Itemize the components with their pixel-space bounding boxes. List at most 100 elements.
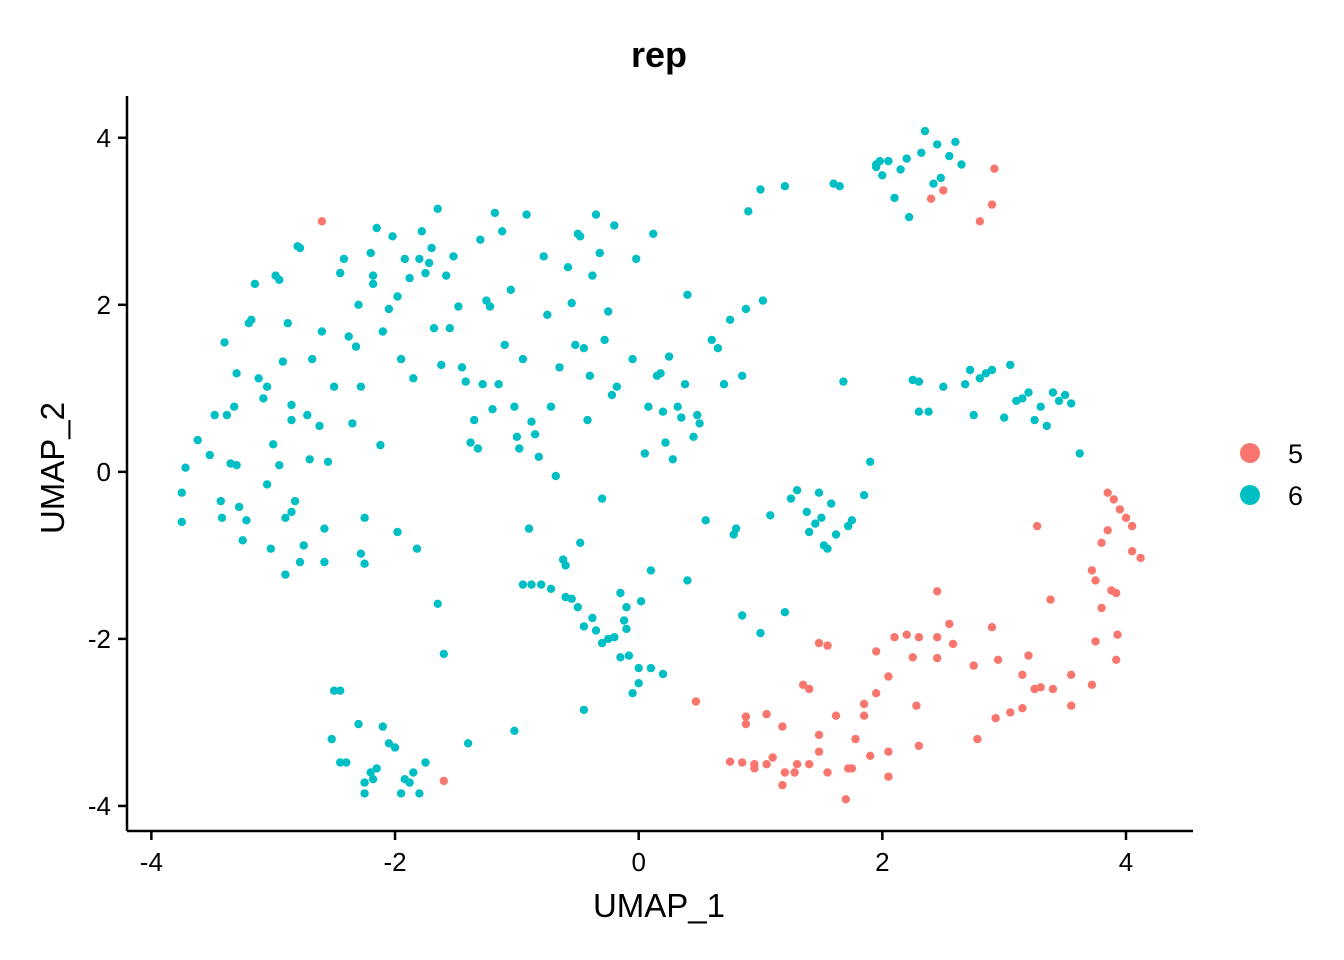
data-point-series-6 xyxy=(454,302,463,311)
data-point-series-6 xyxy=(281,570,290,579)
data-point-series-6 xyxy=(904,212,914,222)
data-point-series-6 xyxy=(278,357,288,366)
data-point-series-6 xyxy=(835,182,844,191)
data-point-series-6 xyxy=(612,382,621,391)
data-point-series-6 xyxy=(250,279,260,289)
data-point-series-5 xyxy=(1018,704,1027,713)
data-point-series-6 xyxy=(360,513,369,522)
data-point-series-6 xyxy=(884,156,893,166)
data-point-series-5 xyxy=(691,697,701,706)
data-point-series-6 xyxy=(348,419,357,428)
data-point-series-6 xyxy=(488,405,497,414)
data-point-series-6 xyxy=(329,686,339,695)
data-point-series-6 xyxy=(677,413,686,422)
data-point-series-6 xyxy=(756,628,765,638)
data-point-series-6 xyxy=(896,165,905,174)
data-point-series-6 xyxy=(579,622,589,631)
data-point-series-5 xyxy=(945,619,954,629)
data-point-series-5 xyxy=(1109,495,1119,504)
data-point-series-6 xyxy=(259,394,268,403)
data-point-series-6 xyxy=(461,377,470,386)
data-point-series-6 xyxy=(646,663,656,673)
data-point-series-6 xyxy=(424,258,434,268)
data-point-series-6 xyxy=(506,285,515,294)
data-point-series-5 xyxy=(439,776,448,786)
data-point-series-6 xyxy=(607,390,617,400)
data-point-series-6 xyxy=(299,541,308,550)
data-point-series-6 xyxy=(177,488,186,497)
data-point-series-5 xyxy=(814,638,824,648)
data-point-series-5 xyxy=(1024,651,1033,660)
data-point-series-6 xyxy=(433,204,442,213)
data-point-series-6 xyxy=(610,221,619,230)
data-point-series-5 xyxy=(912,701,921,710)
data-point-series-6 xyxy=(914,377,924,386)
data-point-series-6 xyxy=(336,686,345,695)
data-point-series-5 xyxy=(990,164,999,173)
data-point-series-5 xyxy=(831,711,841,720)
data-point-series-6 xyxy=(287,507,296,517)
data-point-series-5 xyxy=(1018,670,1027,679)
data-point-series-5 xyxy=(841,795,850,804)
data-point-series-6 xyxy=(632,254,641,264)
data-point-series-6 xyxy=(405,778,414,787)
data-point-series-5 xyxy=(993,655,1003,664)
data-point-series-6 xyxy=(917,148,926,157)
data-point-series-6 xyxy=(281,513,290,522)
data-point-series-5 xyxy=(939,186,948,195)
data-point-series-6 xyxy=(393,527,402,537)
data-point-series-5 xyxy=(1048,684,1058,694)
data-point-series-6 xyxy=(378,327,387,336)
data-point-series-6 xyxy=(524,524,534,533)
data-point-series-6 xyxy=(668,455,677,464)
data-point-series-5 xyxy=(1067,701,1076,710)
data-point-series-5 xyxy=(317,217,327,226)
legend: 56 xyxy=(1240,439,1303,511)
data-point-series-6 xyxy=(622,624,631,634)
data-point-series-5 xyxy=(933,587,942,596)
data-point-series-6 xyxy=(485,302,495,311)
data-point-series-6 xyxy=(658,407,668,416)
data-point-series-6 xyxy=(527,417,536,426)
data-point-series-6 xyxy=(522,210,531,219)
data-point-series-6 xyxy=(463,739,473,748)
data-point-series-6 xyxy=(546,584,556,593)
data-point-series-6 xyxy=(914,407,924,416)
data-point-series-6 xyxy=(266,544,275,553)
data-point-series-6 xyxy=(649,229,658,238)
data-point-series-5 xyxy=(1115,505,1125,514)
data-point-series-5 xyxy=(790,768,799,777)
data-point-series-6 xyxy=(683,290,692,299)
data-point-series-6 xyxy=(372,764,381,773)
data-point-series-6 xyxy=(597,494,607,503)
data-point-series-6 xyxy=(433,599,442,608)
data-point-series-5 xyxy=(778,722,787,731)
data-point-series-6 xyxy=(242,516,251,525)
data-point-series-6 xyxy=(780,608,790,617)
data-point-series-5 xyxy=(975,217,984,226)
data-point-series-5 xyxy=(1121,513,1131,522)
x-tick-label: 4 xyxy=(1119,847,1133,877)
data-point-series-6 xyxy=(356,382,366,391)
data-point-series-5 xyxy=(991,714,1000,723)
data-point-series-5 xyxy=(1097,603,1106,613)
data-point-series-6 xyxy=(336,268,345,278)
data-point-series-6 xyxy=(360,778,369,787)
data-point-series-6 xyxy=(814,488,824,497)
data-point-series-5 xyxy=(762,760,771,769)
data-point-series-6 xyxy=(490,208,500,218)
data-point-series-6 xyxy=(847,516,857,525)
legend-label-5: 5 xyxy=(1288,439,1303,469)
data-point-series-6 xyxy=(287,400,296,410)
data-point-series-6 xyxy=(738,611,747,620)
data-point-series-6 xyxy=(738,371,747,380)
data-point-series-5 xyxy=(1091,637,1100,646)
y-tick-label: 2 xyxy=(97,290,111,320)
data-point-series-6 xyxy=(600,335,609,345)
x-tick-label: -4 xyxy=(140,847,163,877)
data-point-series-6 xyxy=(644,402,653,411)
data-point-series-6 xyxy=(415,789,424,798)
data-point-series-6 xyxy=(707,335,716,345)
data-point-series-5 xyxy=(814,747,824,756)
